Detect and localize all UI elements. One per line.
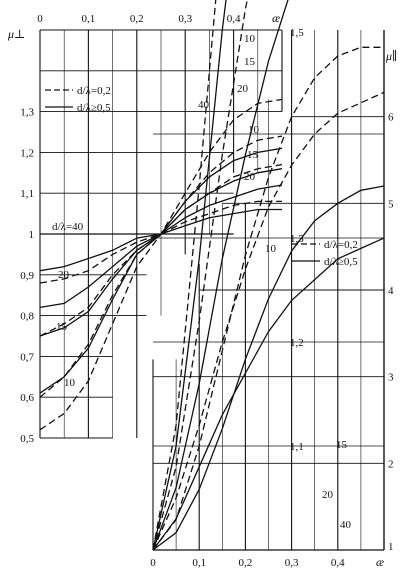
upper-y-tick-label: 0,9 [20, 270, 34, 282]
legends: d/λ=0,2 d/λ≥0,5 d/λ=0,2 d/λ≥0,5 [45, 85, 358, 268]
upper-curve-label: 10 [244, 33, 256, 45]
lower-legend-label: d/λ=0,2 [324, 239, 358, 251]
lower-curve-label: 20 [322, 489, 334, 501]
upper-x-tick-label: 0,4 [227, 13, 241, 25]
lower-outer-y-tick-label: 3 [388, 372, 394, 384]
lower-series-solid-40 [152, 237, 385, 551]
curve-labels: d/λ=40 20 15 10 10 15 20 40 10 15 20 10 15 20 40 [52, 33, 352, 531]
upper-series-solid-40 [39, 208, 282, 272]
lower-x-symbol: æ [376, 555, 384, 569]
lower-legend-label: d/λ≥0,5 [324, 256, 358, 268]
upper-curve-label: 15 [244, 56, 256, 68]
upper-y-symbol: μ⊥ [7, 27, 25, 41]
upper-y-tick-label: 1 [29, 229, 35, 241]
upper-x-tick-label: 0 [37, 13, 43, 25]
lower-curve-label: 10 [265, 243, 277, 255]
tick-labels: 0 0,1 0,2 0,3 0,4 æ μ⊥ 0,5 0,6 0,7 0,8 0,9 1 1,1 1,2 1,… [7, 11, 398, 569]
lower-panel-series [152, 0, 385, 551]
lower-x-tick-label: 0,3 [285, 557, 299, 569]
lower-curve-label: 15 [336, 439, 348, 451]
lower-inner-y-tick-label: 1,5 [290, 27, 304, 39]
upper-y-tick-label: 0,7 [20, 351, 34, 363]
upper-curve-label: d/λ=40 [52, 221, 84, 233]
lower-y-symbol: μ∥ [385, 49, 398, 63]
upper-panel-series [39, 98, 283, 431]
lower-inner-y-tick-label: 1,2 [290, 337, 304, 349]
upper-x-tick-label: 0,2 [130, 13, 144, 25]
lower-series-dashed-40 [152, 91, 385, 551]
lower-x-tick-label: 0 [150, 557, 156, 569]
lower-x-tick-label: 0,4 [331, 557, 345, 569]
upper-legend-label: d/λ≥0,5 [77, 102, 111, 114]
upper-series-dashed-15 [39, 135, 283, 398]
upper-curve-label: 20 [237, 83, 249, 95]
upper-curve-label: 40 [198, 99, 210, 111]
lower-outer-y-tick-label: 2 [388, 458, 394, 470]
upper-curve-label: 20 [58, 269, 70, 281]
upper-curve-label: 10 [248, 124, 260, 136]
upper-y-tick-label: 0,5 [20, 433, 34, 445]
lower-outer-y-tick-label: 5 [388, 198, 394, 210]
lower-series-solid-15 [152, 0, 227, 551]
upper-legend-label: d/λ=0,2 [77, 85, 111, 97]
lower-series-dashed-15 [152, 0, 217, 551]
upper-curve-label: 15 [56, 321, 68, 333]
upper-curve-label: 20 [244, 171, 256, 183]
lower-series-dashed-10 [152, 46, 384, 551]
upper-y-tick-label: 1,3 [20, 107, 34, 119]
lower-outer-y-tick-label: 6 [388, 112, 394, 124]
lower-x-tick-label: 0,1 [192, 557, 206, 569]
lower-outer-y-tick-label: 1 [388, 541, 394, 553]
lower-inner-y-tick-label: 1,1 [290, 441, 304, 453]
lower-series-solid-20 [152, 0, 289, 551]
lower-inner-y-tick-label: 1,3 [290, 233, 304, 245]
upper-x-tick-label: 0,3 [178, 13, 192, 25]
upper-curve-label: 15 [247, 149, 259, 161]
upper-y-tick-label: 1,2 [20, 147, 34, 159]
lower-x-tick-label: 0,2 [239, 557, 253, 569]
upper-y-tick-label: 0,6 [20, 392, 34, 404]
upper-y-tick-label: 1,1 [20, 188, 34, 200]
lower-curve-label: 40 [340, 519, 352, 531]
lower-outer-y-tick-label: 4 [388, 285, 394, 297]
upper-y-tick-label: 0,8 [20, 311, 34, 323]
lower-series-solid-10 [152, 185, 385, 551]
upper-x-symbol: æ [272, 11, 280, 25]
upper-x-tick-label: 0,1 [82, 13, 96, 25]
upper-curve-label: 10 [64, 377, 76, 389]
